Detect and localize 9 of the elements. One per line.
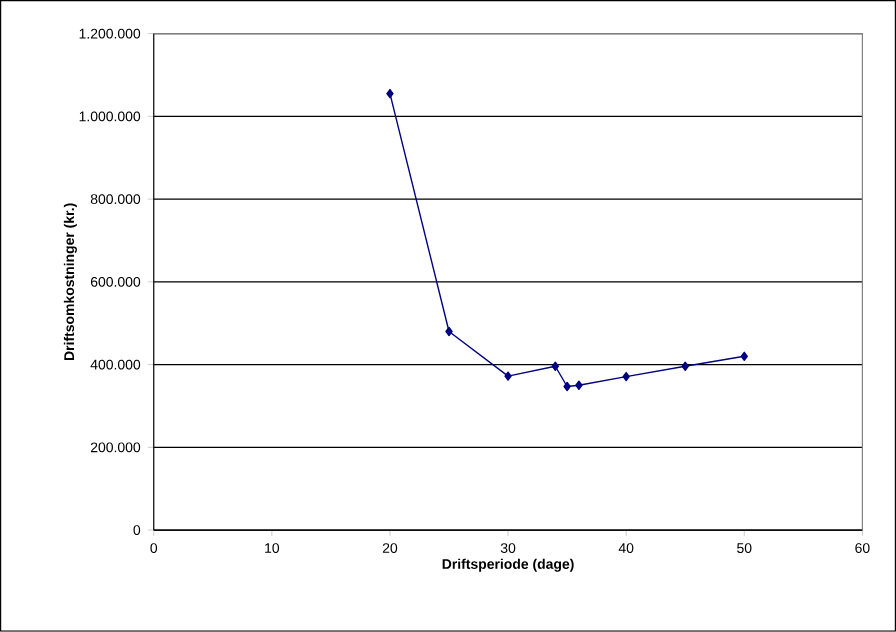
point xyxy=(681,361,689,372)
point xyxy=(551,361,560,372)
point xyxy=(386,89,394,99)
point xyxy=(563,381,571,392)
point xyxy=(504,371,512,381)
point xyxy=(740,351,748,362)
point xyxy=(445,326,453,337)
point xyxy=(575,380,583,391)
point xyxy=(622,372,630,382)
